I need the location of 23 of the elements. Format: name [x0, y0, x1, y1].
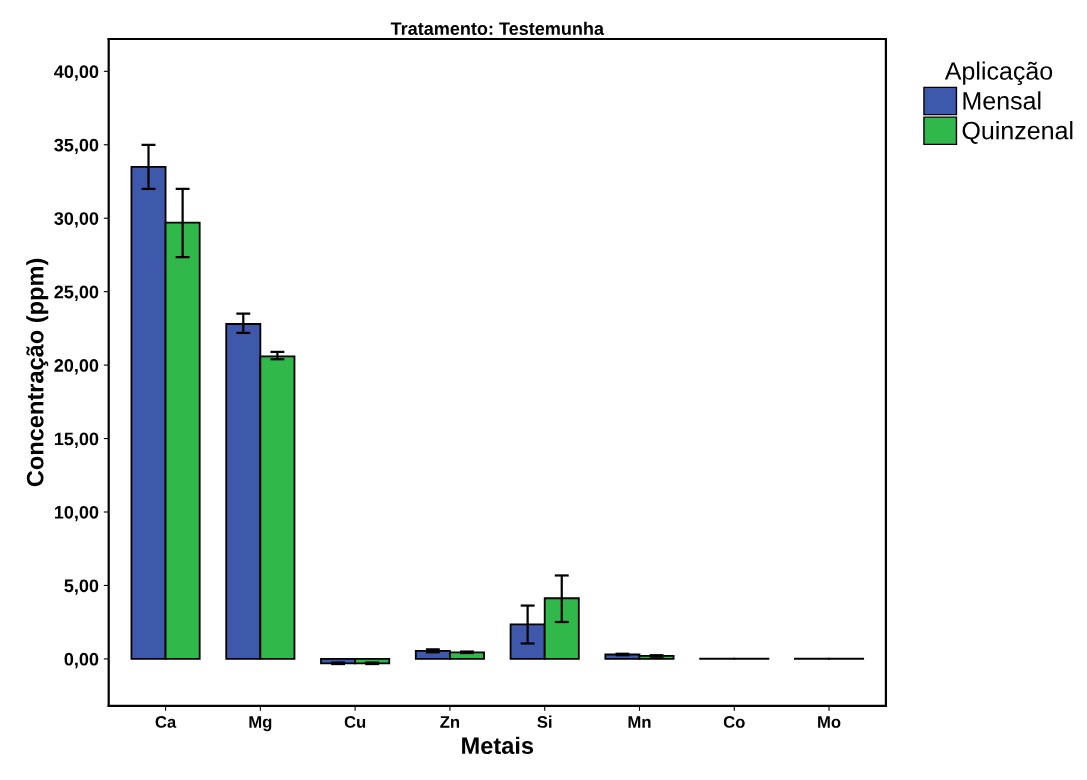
x-tick-label: Ca: [155, 716, 177, 728]
x-tick-label: Co: [723, 716, 745, 728]
y-tick-label: 5,00: [64, 579, 99, 595]
y-axis-title: Concentração (ppm): [26, 258, 49, 487]
chart-title: Tratamento: Testemunha: [390, 21, 605, 36]
y-tick-label: 20,00: [54, 359, 99, 375]
y-tick-label: 15,00: [54, 432, 99, 448]
x-tick-label: Mg: [249, 716, 272, 732]
x-tick-label: Si: [537, 715, 552, 728]
x-axis-title: Metais: [462, 736, 534, 755]
x-tick-label: Cu: [344, 716, 366, 728]
y-tick-label: 40,00: [54, 65, 99, 81]
y-tick-label: 25,00: [54, 285, 99, 301]
y-tick-label: 10,00: [54, 505, 99, 522]
y-tick-label: 0,00: [64, 652, 99, 669]
legend-title: Aplicação: [944, 61, 1053, 85]
legend-label: Quinzenal: [962, 121, 1073, 144]
y-tick-label: 30,00: [54, 212, 99, 228]
x-tick-label: Mn: [628, 716, 651, 728]
x-tick-label: Zn: [440, 716, 460, 728]
x-tick-label: Mo: [818, 716, 841, 728]
legend-label: Mensal: [963, 91, 1041, 110]
y-tick-label: 35,00: [54, 138, 99, 155]
